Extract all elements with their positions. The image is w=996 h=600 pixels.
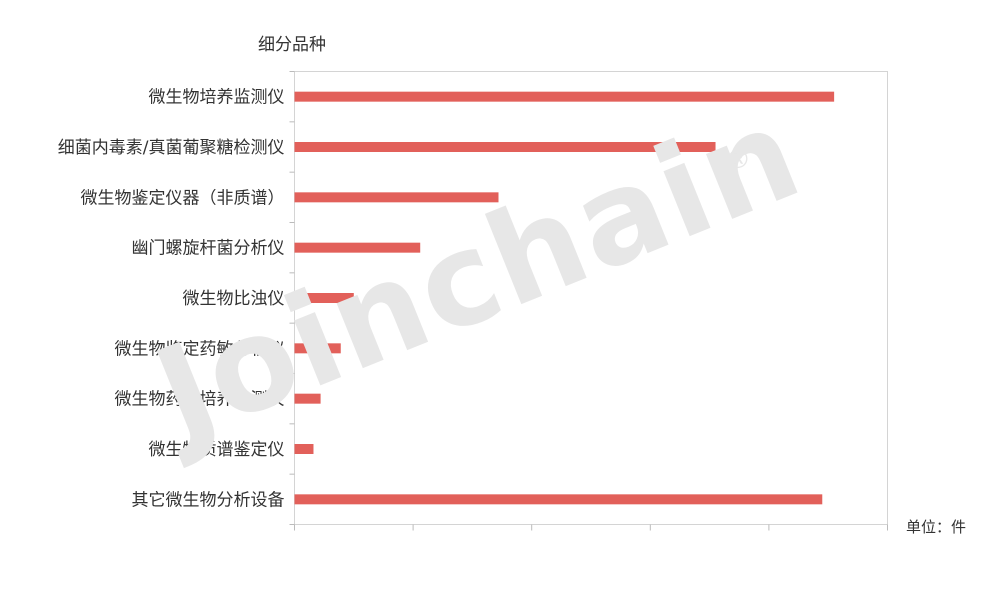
bar <box>294 444 314 454</box>
bar <box>294 242 421 253</box>
bars-group <box>294 91 835 505</box>
category-label: 细菌内毒素/真菌葡聚糖检测仪 <box>58 138 285 158</box>
category-label: 微生物药敏培养监测仪 <box>115 390 285 410</box>
category-label: 微生物培养监测仪 <box>149 88 285 108</box>
bar <box>294 393 321 404</box>
bar <box>294 142 716 152</box>
plot-frame <box>294 71 888 525</box>
category-label: 幽门螺旋杆菌分析仪 <box>132 239 285 259</box>
axis-ticks <box>289 71 888 531</box>
bar <box>294 343 341 354</box>
bar <box>294 192 499 203</box>
y-axis-title: 细分品种 <box>258 35 326 55</box>
category-label: 其它微生物分析设备 <box>132 490 285 510</box>
category-label: 微生物鉴定仪器（非质谱） <box>81 188 285 208</box>
category-label: 微生物鉴定药敏分析仪 <box>115 339 285 359</box>
category-label: 微生物比浊仪 <box>183 289 285 309</box>
category-label: 微生物质谱鉴定仪 <box>149 440 285 460</box>
bar <box>294 494 823 505</box>
bar <box>294 91 835 102</box>
unit-label: 单位：件 <box>906 518 966 536</box>
bar <box>294 293 354 303</box>
